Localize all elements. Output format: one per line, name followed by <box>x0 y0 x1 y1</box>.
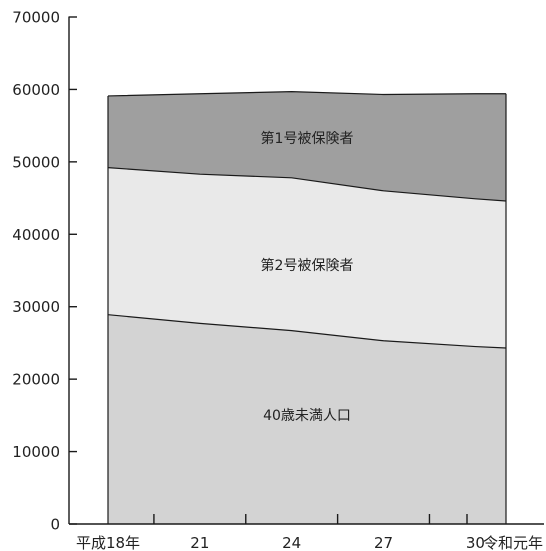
x-tick-label: 21 <box>190 534 209 551</box>
area-layers <box>107 90 507 524</box>
y-tick-label: 10000 <box>12 443 60 461</box>
y-tick-label: 70000 <box>12 9 60 27</box>
band-label-under-40: 40歳未満人口 <box>263 408 351 424</box>
axes: 0 10000 20000 30000 40000 50000 60000 70000 平成18… <box>12 9 544 551</box>
y-tick-label: 40000 <box>12 226 60 244</box>
x-tick-label: 24 <box>282 534 301 551</box>
y-tick-label: 50000 <box>12 153 60 171</box>
y-tick-label: 0 <box>50 516 60 534</box>
area-boundary-line-3 <box>107 90 506 97</box>
y-tick-label: 30000 <box>12 298 60 316</box>
y-tick-label: 20000 <box>12 371 60 389</box>
band-label-first-insured: 第1号被保険者 <box>261 130 354 147</box>
area-first-insured <box>108 91 506 201</box>
area-boundary-line-2 <box>107 167 507 202</box>
x-tick-label: 平成18年 <box>76 534 140 551</box>
area-boundary-line-1 <box>107 314 507 349</box>
band-label-second-insured: 第2号被保険者 <box>261 257 354 274</box>
area-second-insured <box>108 167 506 348</box>
y-tick-label: 60000 <box>12 81 60 99</box>
x-tick-label: 27 <box>374 534 393 551</box>
x-tick-label: 30 <box>466 534 485 551</box>
x-tick-label: 令和元年 <box>483 534 543 551</box>
area-under-40 <box>108 314 506 524</box>
